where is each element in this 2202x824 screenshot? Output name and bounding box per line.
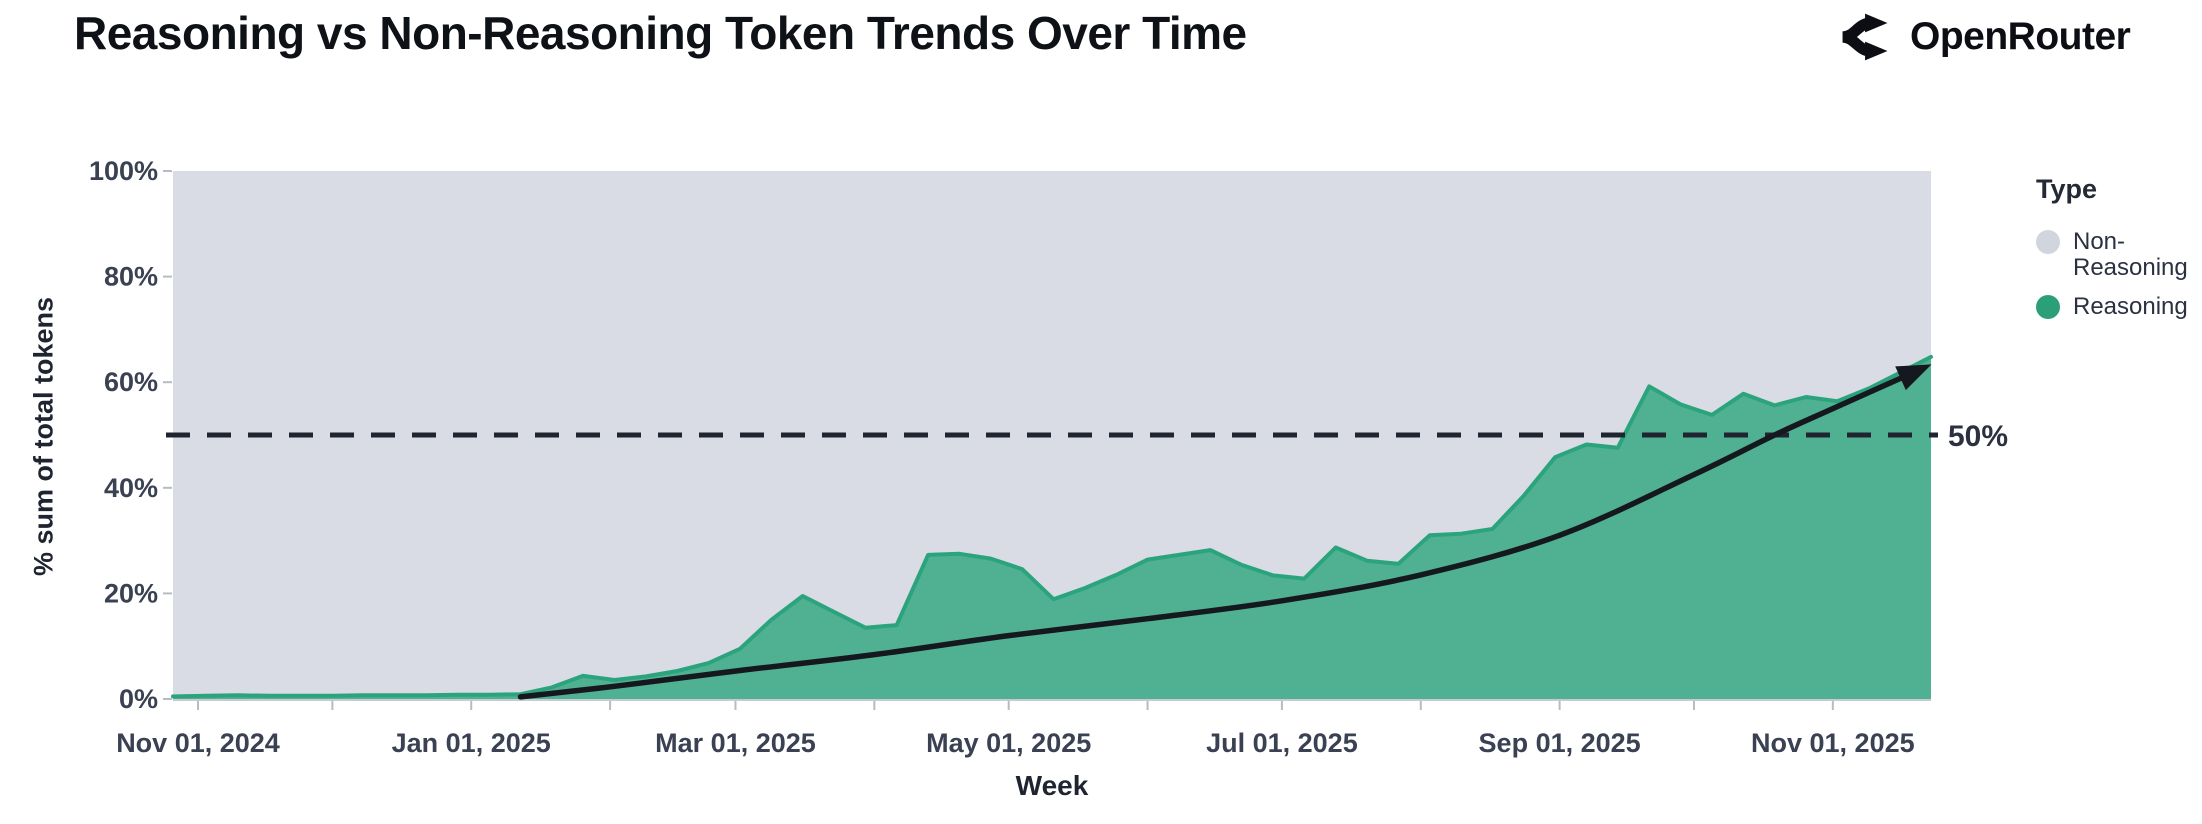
- reference-line-50: 50%: [166, 420, 2008, 453]
- trend-curve: [517, 365, 1926, 700]
- x-axis-title: Week: [1015, 770, 1089, 801]
- y-tick-label: 40%: [104, 473, 158, 503]
- legend-label-non-reasoning: Non-Reasoning: [2073, 228, 2188, 281]
- x-tick-label: Nov 01, 2025: [1751, 728, 1915, 758]
- x-tick-label: May 01, 2025: [926, 728, 1091, 758]
- x-tick-label: Mar 01, 2025: [655, 728, 816, 758]
- x-tick-label: Nov 01, 2024: [116, 728, 280, 758]
- brand-name: OpenRouter: [1910, 15, 2131, 58]
- legend-item-non-reasoning: Non-Reasoning: [2036, 229, 2200, 281]
- non-reasoning-swatch: [2036, 230, 2060, 254]
- chart-title: Reasoning vs Non-Reasoning Token Trends …: [74, 7, 1247, 59]
- openrouter-logo-icon: [1838, 12, 1894, 62]
- y-tick-label: 0%: [119, 684, 158, 714]
- openrouter-brand: OpenRouter: [1838, 12, 2131, 62]
- legend: Type Non-Reasoning Reasoning: [2036, 174, 2200, 333]
- reasoning-swatch: [2036, 294, 2060, 319]
- legend-title: Type: [2036, 174, 2098, 204]
- y-tick-label: 20%: [104, 578, 158, 608]
- axis-labels: 0% 20% 40% 60% 80% 100% Nov 01, 2024 Jan 01, 20…: [89, 156, 1915, 758]
- reasoning-area-series: [171, 354, 1933, 699]
- trend-arrowhead: [1895, 364, 1932, 391]
- x-tick-label: Jul 01, 2025: [1206, 728, 1358, 758]
- reasoning-area-outline: [171, 354, 1933, 699]
- y-tick-label: 80%: [104, 262, 158, 292]
- x-tick-label: Jan 01, 2025: [392, 728, 551, 758]
- legend-item-reasoning: Reasoning: [2036, 292, 2200, 320]
- reference-line-label: 50%: [1948, 420, 2008, 453]
- axis-ticks: [163, 170, 1931, 710]
- reasoning-area-fill: [173, 356, 1931, 699]
- x-tick-label: Sep 01, 2025: [1479, 728, 1641, 758]
- trend-arrow: [517, 364, 1932, 700]
- legend-label-reasoning: Reasoning: [2073, 292, 2188, 320]
- y-tick-label: 60%: [104, 367, 158, 397]
- y-tick-label: 100%: [89, 156, 158, 186]
